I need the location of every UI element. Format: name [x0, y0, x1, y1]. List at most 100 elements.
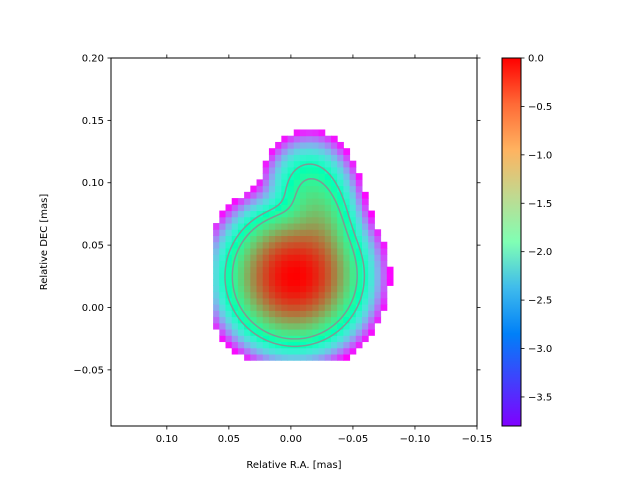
image-pixel	[355, 229, 363, 237]
image-pixel	[281, 329, 289, 336]
image-pixel	[318, 135, 326, 143]
image-pixel	[330, 216, 338, 224]
image-pixel	[231, 316, 239, 324]
image-pixel	[237, 322, 245, 330]
image-pixel	[330, 135, 338, 143]
image-pixel	[299, 260, 307, 268]
image-pixel	[281, 198, 289, 205]
image-pixel	[237, 310, 245, 318]
image-pixel	[225, 285, 233, 293]
image-pixel	[361, 297, 369, 305]
image-pixel	[299, 235, 307, 243]
image-pixel	[275, 216, 282, 224]
image-pixel	[324, 135, 332, 143]
image-pixel	[349, 335, 357, 343]
image-pixel	[380, 260, 388, 268]
image-pixel	[293, 247, 301, 255]
image-pixel	[330, 341, 338, 349]
image-pixel	[312, 210, 320, 218]
colorbar-tick-label: −1.5	[528, 199, 552, 210]
image-pixel	[312, 185, 320, 193]
image-pixel	[256, 347, 264, 355]
image-pixel	[268, 160, 276, 168]
image-pixel	[349, 241, 357, 249]
image-pixel	[337, 223, 344, 230]
image-pixel	[337, 260, 344, 268]
image-pixel	[262, 347, 270, 355]
image-pixel	[287, 310, 295, 318]
image-pixel	[225, 341, 233, 349]
image-pixel	[361, 247, 369, 255]
image-pixel	[374, 266, 382, 274]
image-pixel	[343, 354, 351, 361]
image-pixel	[355, 223, 363, 230]
image-pixel	[268, 166, 276, 174]
image-pixel	[349, 160, 357, 168]
image-pixel	[368, 310, 375, 318]
image-pixel	[299, 160, 307, 168]
image-pixel	[293, 347, 301, 355]
image-pixel	[219, 266, 227, 274]
image-pixel	[361, 210, 369, 218]
image-pixel	[231, 297, 239, 305]
image-pixel	[293, 154, 301, 162]
image-pixel	[219, 297, 227, 305]
image-pixel	[293, 235, 301, 243]
image-pixel	[275, 141, 282, 149]
image-pixel	[361, 254, 369, 261]
image-pixel	[337, 341, 344, 349]
image-pixel	[330, 254, 338, 261]
image-pixel	[337, 279, 344, 286]
image-pixel	[306, 354, 313, 361]
image-pixel	[244, 247, 251, 255]
image-pixel	[330, 266, 338, 274]
image-pixel	[287, 260, 295, 268]
image-pixel	[337, 354, 344, 361]
image-pixel	[368, 247, 375, 255]
image-pixel	[219, 291, 227, 299]
image-pixel	[324, 254, 332, 261]
image-pixel	[368, 272, 375, 280]
image-pixel	[293, 148, 301, 155]
image-pixel	[318, 160, 326, 168]
image-pixel	[287, 241, 295, 249]
image-pixel	[312, 135, 320, 143]
image-pixel	[287, 154, 295, 162]
image-pixel	[330, 204, 338, 212]
image-pixel	[343, 154, 351, 162]
image-pixel	[324, 347, 332, 355]
colorbar-tick-label: −0.5	[528, 102, 552, 113]
image-pixel	[275, 185, 282, 193]
image-pixel	[287, 191, 295, 199]
image-pixel	[312, 304, 320, 311]
image-pixel	[281, 216, 289, 224]
image-pixel	[330, 235, 338, 243]
image-pixel	[256, 247, 264, 255]
image-pixel	[343, 241, 351, 249]
image-pixel	[361, 322, 369, 330]
image-pixel	[262, 272, 270, 280]
image-pixel	[343, 223, 351, 230]
image-pixel	[349, 185, 357, 193]
image-pixel	[262, 191, 270, 199]
image-pixel	[324, 216, 332, 224]
image-pixel	[361, 329, 369, 336]
image-pixel	[262, 173, 270, 180]
image-pixel	[343, 198, 351, 205]
image-pixel	[318, 216, 326, 224]
image-pixel	[330, 223, 338, 230]
image-pixel	[250, 285, 258, 293]
image-pixel	[268, 310, 276, 318]
image-pixel	[355, 254, 363, 261]
image-pixel	[250, 235, 258, 243]
image-pixel	[312, 148, 320, 155]
image-pixel	[287, 329, 295, 336]
x-tick-label: −0.05	[338, 434, 369, 445]
contour-line	[224, 163, 366, 348]
image-pixel	[312, 129, 320, 137]
image-pixel	[306, 166, 313, 174]
image-pixel	[225, 266, 233, 274]
image-pixel	[268, 229, 276, 237]
image-pixel	[244, 216, 251, 224]
image-pixel	[318, 260, 326, 268]
